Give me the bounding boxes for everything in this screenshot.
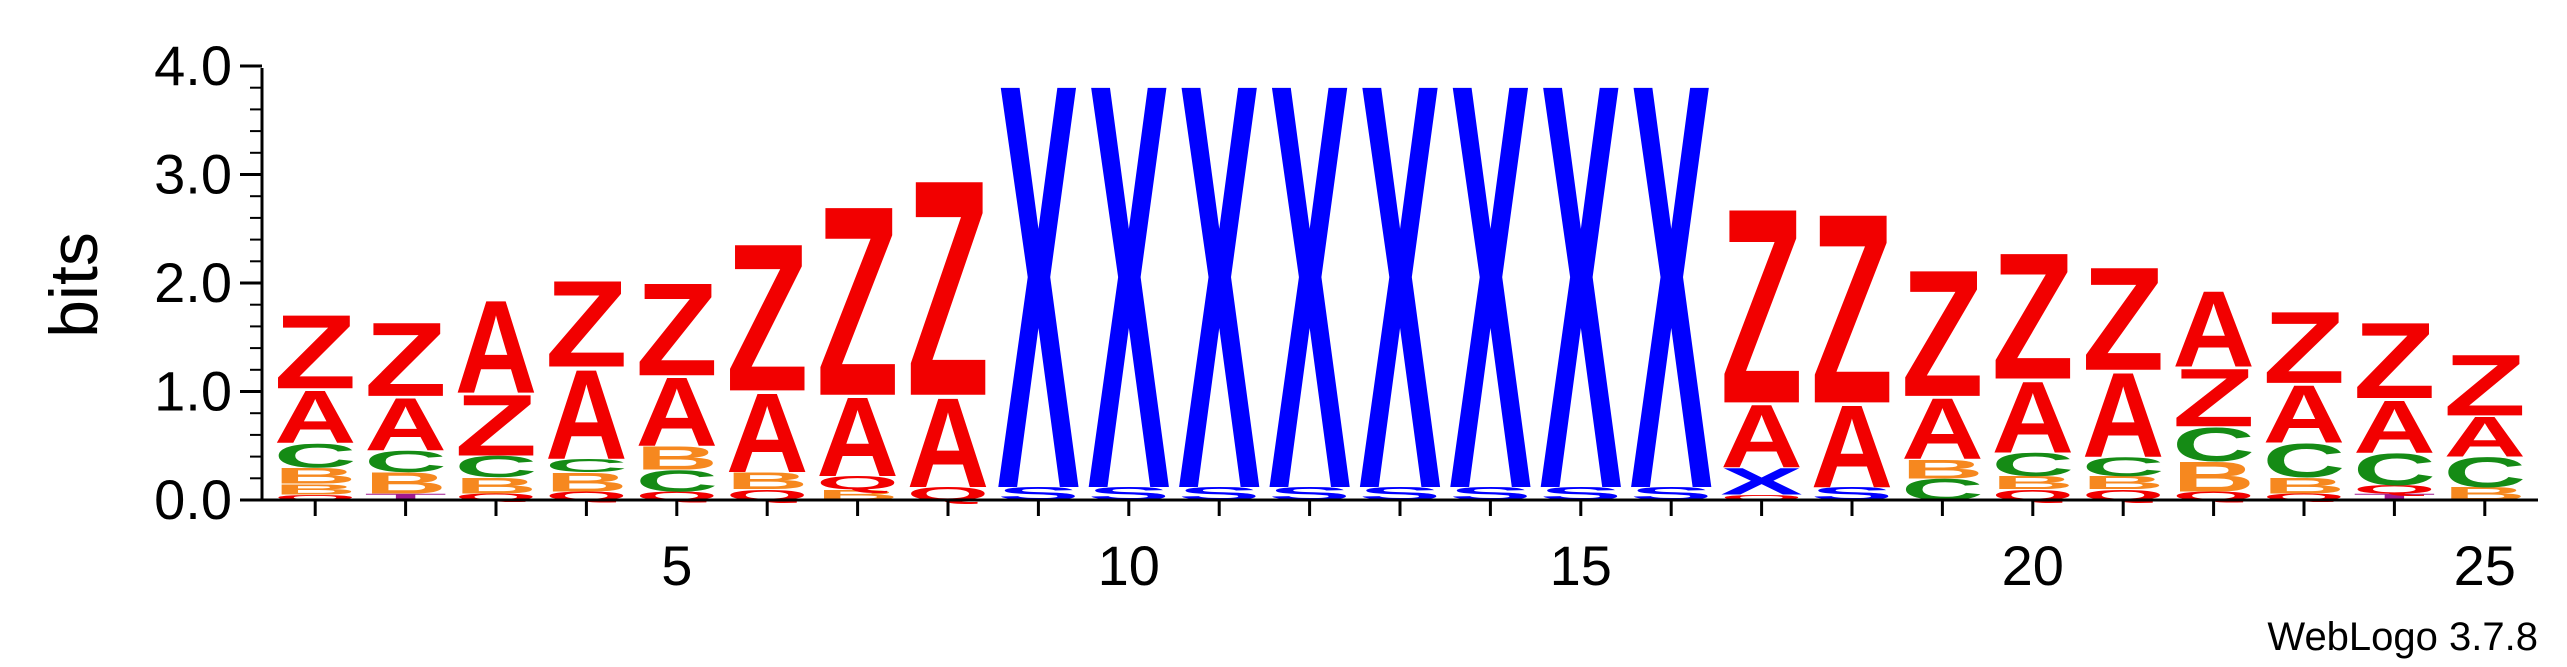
weblogo-footer: WebLogo 3.7.8 (2267, 615, 2538, 659)
logo-letter-z: Z (274, 292, 356, 410)
logo-letter-z: Z (907, 115, 989, 461)
x-tick-label: 5 (661, 534, 692, 597)
x-tick-label: 25 (2454, 534, 2516, 597)
y-tick-label: 1.0 (154, 360, 232, 423)
logo-letter-a: A (2172, 268, 2254, 390)
logo-letter-x: X (1359, 0, 1442, 610)
x-tick-label: 10 (1098, 534, 1160, 597)
logo-letter-z: Z (2082, 236, 2164, 401)
logo-letter-z: Z (636, 256, 718, 404)
logo-letter-z: Z (1901, 233, 1983, 435)
logo-letter-x: X (997, 0, 1080, 610)
y-ticks: 0.0 1.0 2.0 3.0 4.0 (154, 34, 262, 531)
y-axis-title: bits (36, 232, 112, 338)
logo-letter-x: X (1540, 0, 1623, 610)
logo-letter-z: Z (364, 300, 446, 418)
y-tick-label: 3.0 (154, 143, 232, 206)
logo-letter-z: Z (2353, 300, 2435, 421)
logo-letter-z: Z (1720, 152, 1802, 463)
logo-letter-a: A (455, 274, 537, 422)
logo-letter-z: Z (1811, 158, 1893, 461)
logo-letter-z: Z (816, 150, 898, 453)
logo-letter-z: Z (726, 200, 808, 436)
logo-letter-z: Z (2263, 291, 2345, 405)
logo-letter-x: X (1088, 0, 1171, 610)
x-tick-label: 20 (2002, 534, 2064, 597)
logo-letter-x: X (1449, 0, 1532, 610)
y-tick-label: 4.0 (154, 34, 232, 97)
logo-letter-x: X (1268, 0, 1351, 610)
logo-letter-z: Z (1992, 215, 2074, 417)
y-tick-label: 2.0 (154, 251, 232, 314)
logo-letter-x: X (1178, 0, 1261, 610)
logo-letter-x: X (1630, 0, 1713, 610)
logo-letter-z: Z (545, 256, 627, 394)
y-tick-label: 0.0 (154, 468, 232, 531)
x-tick-label: 15 (1550, 534, 1612, 597)
logo-letter-z: Z (2444, 337, 2526, 435)
